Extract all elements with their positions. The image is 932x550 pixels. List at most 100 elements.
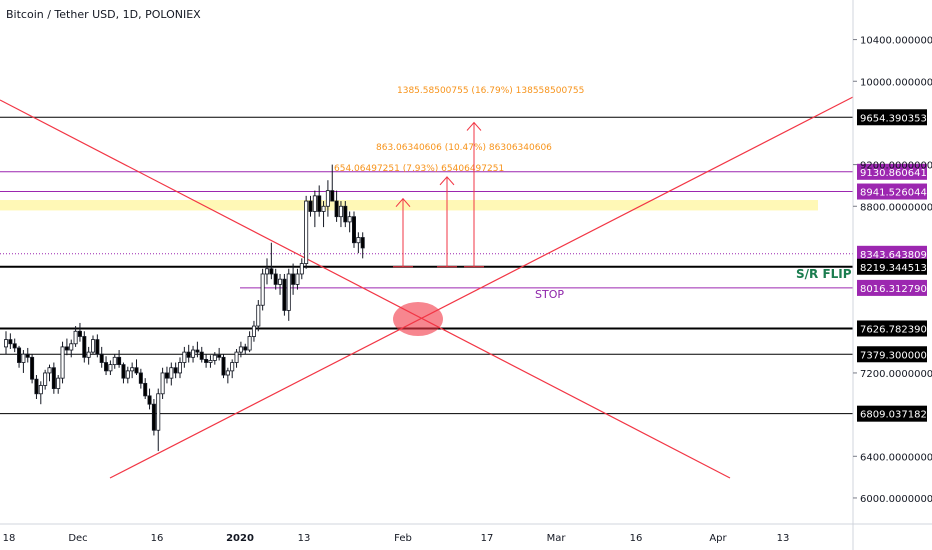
candle[interactable] [356, 237, 361, 244]
candle[interactable] [195, 349, 200, 353]
candle[interactable] [338, 205, 343, 218]
candle[interactable] [138, 372, 143, 384]
candle[interactable] [191, 349, 196, 358]
candle[interactable] [304, 200, 309, 264]
candle[interactable] [199, 351, 204, 360]
candle[interactable] [208, 360, 213, 363]
candle[interactable] [169, 367, 174, 379]
candle[interactable] [186, 351, 191, 358]
candle[interactable] [86, 351, 91, 358]
candle[interactable] [30, 356, 35, 380]
x-tick-label: 16 [151, 533, 164, 544]
candle[interactable] [104, 362, 109, 372]
level-label: 6809.03718217 [860, 410, 932, 421]
candle[interactable] [247, 336, 252, 351]
level-label-bg [857, 320, 927, 337]
candle[interactable] [177, 362, 182, 374]
candle[interactable] [260, 273, 265, 306]
candle[interactable] [317, 195, 322, 212]
level-label-bg [857, 109, 927, 126]
candle[interactable] [295, 273, 300, 285]
candle[interactable] [321, 205, 326, 212]
candle[interactable] [69, 343, 74, 351]
candle[interactable] [56, 377, 61, 389]
candle[interactable] [99, 353, 104, 363]
level-label: 7379.30000090 [860, 350, 932, 361]
candle[interactable] [117, 356, 122, 366]
candle[interactable] [51, 367, 56, 389]
candle[interactable] [60, 346, 65, 379]
downtrend-line[interactable] [0, 99, 731, 479]
candle[interactable] [21, 353, 26, 363]
candle[interactable] [286, 273, 291, 311]
x-tick-label: 2020 [226, 533, 254, 544]
level-label-bg [857, 245, 927, 262]
candle[interactable] [225, 370, 230, 376]
candle[interactable] [43, 372, 48, 386]
level-label-bg [857, 163, 927, 180]
candle[interactable] [325, 190, 330, 207]
candle[interactable] [151, 403, 156, 431]
candle[interactable] [230, 362, 235, 372]
candle[interactable] [264, 268, 269, 275]
candle[interactable] [238, 346, 243, 353]
candle[interactable] [217, 354, 222, 358]
candle[interactable] [91, 339, 96, 353]
candle[interactable] [234, 351, 239, 363]
candle[interactable] [330, 190, 335, 202]
candle[interactable] [182, 351, 187, 363]
candle[interactable] [282, 278, 287, 311]
candle[interactable] [4, 339, 9, 348]
candle[interactable] [334, 200, 339, 218]
candle[interactable] [221, 356, 226, 376]
candle[interactable] [312, 195, 317, 212]
candle[interactable] [351, 216, 356, 244]
candle[interactable] [130, 367, 135, 372]
x-tick-label: 13 [777, 533, 790, 544]
candle[interactable] [243, 346, 248, 351]
candle[interactable] [34, 378, 39, 395]
candle[interactable] [64, 346, 69, 351]
candle[interactable] [108, 364, 113, 372]
candle[interactable] [299, 263, 304, 275]
candle[interactable] [12, 343, 17, 349]
candle[interactable] [8, 339, 13, 345]
candle[interactable] [147, 395, 152, 405]
candle[interactable] [160, 372, 165, 395]
candle[interactable] [278, 278, 283, 285]
level-label-bg [857, 405, 927, 422]
candle[interactable] [112, 356, 117, 366]
candle[interactable] [251, 325, 256, 337]
candle[interactable] [25, 353, 30, 358]
candle[interactable] [269, 268, 274, 275]
candle[interactable] [38, 385, 43, 395]
uptrend-line[interactable] [109, 96, 854, 479]
chart-title: Bitcoin / Tether USD, 1D, POLONIEX [6, 8, 201, 21]
candle[interactable] [212, 354, 217, 361]
candle[interactable] [95, 339, 100, 355]
candle[interactable] [204, 359, 209, 363]
candle[interactable] [82, 336, 87, 358]
candle[interactable] [156, 393, 161, 431]
candle[interactable] [360, 237, 365, 249]
candle[interactable] [273, 273, 278, 285]
candle[interactable] [125, 370, 130, 379]
candle[interactable] [343, 205, 348, 223]
candle[interactable] [73, 330, 78, 345]
candle[interactable] [173, 367, 178, 374]
candle[interactable] [134, 367, 139, 374]
candle[interactable] [143, 382, 148, 397]
measure-label: 654.06497251 (7.93%) 65406497251 [334, 164, 504, 174]
candle[interactable] [47, 367, 52, 374]
candle[interactable] [347, 216, 352, 223]
candle[interactable] [256, 304, 261, 327]
y-tick-label: 9200.00000000 [860, 161, 932, 172]
candle[interactable] [291, 273, 296, 285]
candle[interactable] [164, 372, 169, 379]
candle[interactable] [121, 364, 126, 379]
candle[interactable] [77, 330, 82, 337]
candle[interactable] [308, 200, 313, 212]
x-tick-label: 16 [630, 533, 643, 544]
candle[interactable] [17, 347, 22, 363]
